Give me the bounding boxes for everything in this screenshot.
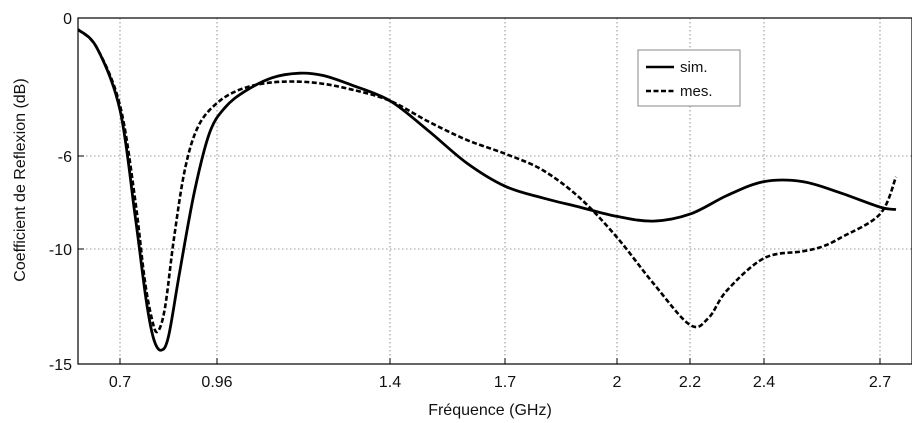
plot-frame	[77, 17, 912, 365]
x-tick-label: 0.96	[201, 374, 232, 391]
legend-label: mes.	[680, 83, 713, 100]
gridlines	[78, 18, 912, 364]
x-axis-title: Fréquence (GHz)	[428, 402, 552, 419]
legend: sim. mes.	[637, 49, 741, 107]
x-tick-label: 2.7	[869, 374, 891, 391]
y-axis: 0 -6 -10 -15	[49, 11, 84, 374]
series-line-mes	[78, 28, 898, 334]
legend-box	[637, 49, 741, 107]
x-axis: 0.7 0.96 1.4 1.7 2 2.2 2.4 2.7	[109, 358, 891, 391]
y-tick-label: -6	[58, 149, 72, 166]
plot-background	[78, 18, 912, 364]
y-tick-label: 0	[63, 11, 72, 28]
series-line-sim	[78, 28, 897, 352]
x-tick-label: 2.4	[753, 374, 775, 391]
x-tick-label: 2.2	[679, 374, 701, 391]
y-tick-label: -10	[49, 242, 72, 259]
x-tick-label: 1.4	[379, 374, 401, 391]
series-group	[78, 28, 898, 352]
x-tick-label: 2	[613, 374, 622, 391]
x-tick-label: 0.7	[109, 374, 131, 391]
legend-label: sim.	[680, 59, 708, 76]
x-tick-label: 1.7	[494, 374, 516, 391]
y-tick-label: -15	[49, 357, 72, 374]
y-axis-title: Coefficient de Reflexion (dB)	[12, 78, 29, 281]
